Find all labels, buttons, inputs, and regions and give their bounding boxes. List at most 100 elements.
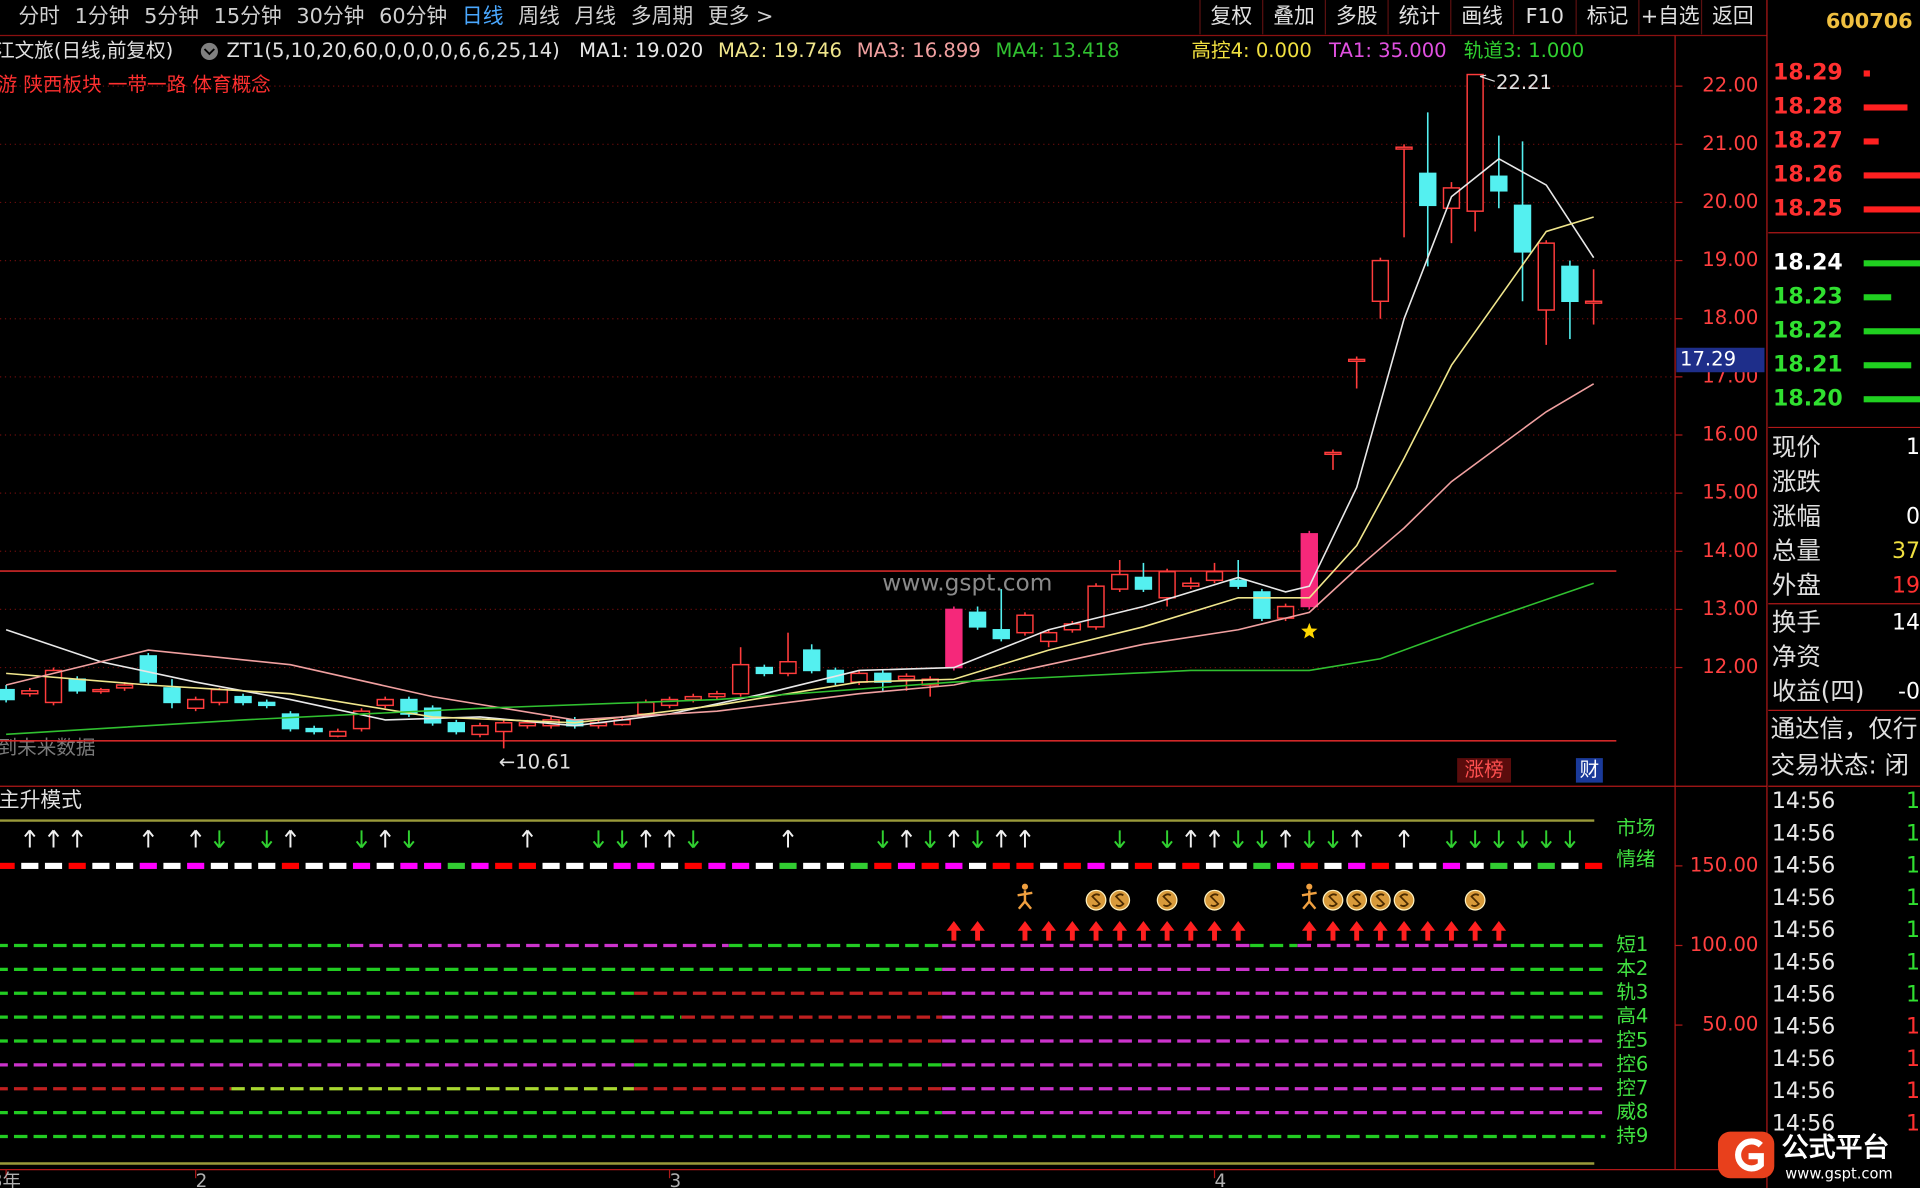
level-label: 持9 bbox=[1616, 1124, 1648, 1147]
sentiment-dash bbox=[755, 862, 773, 869]
candle-body bbox=[329, 730, 347, 737]
ma-line bbox=[6, 582, 1594, 736]
period-tab[interactable]: 日线 bbox=[462, 4, 504, 28]
candle-body bbox=[1016, 614, 1034, 634]
tick-time: 14:56 bbox=[1772, 789, 1835, 814]
period-tab[interactable]: 30分钟 bbox=[296, 4, 364, 28]
candle-body bbox=[1371, 259, 1390, 303]
dropdown-icon[interactable] bbox=[200, 42, 218, 61]
action-tab[interactable]: 统计 bbox=[1399, 4, 1441, 28]
x-tick-label: 23年 bbox=[0, 1171, 21, 1188]
sentiment-dash bbox=[684, 862, 702, 869]
action-tab[interactable]: 复权 bbox=[1211, 4, 1253, 28]
candle-body bbox=[660, 698, 679, 707]
level-label: 控6 bbox=[1616, 1052, 1648, 1075]
finance-button[interactable]: 财 bbox=[1580, 758, 1600, 781]
sentiment-dash bbox=[779, 862, 797, 869]
candle-body bbox=[1324, 451, 1342, 456]
sentiment-dash bbox=[897, 862, 916, 869]
action-tab[interactable]: 叠加 bbox=[1273, 4, 1315, 28]
up-arrow bbox=[47, 829, 60, 848]
tick-time: 14:56 bbox=[1772, 854, 1835, 879]
tick-time: 14:56 bbox=[1772, 1079, 1835, 1104]
sentiment-dash bbox=[1016, 862, 1034, 869]
candle-body bbox=[210, 688, 229, 704]
sentiment-dash bbox=[352, 862, 371, 869]
up-arrow bbox=[1279, 829, 1292, 848]
sentiment-dash bbox=[1300, 862, 1318, 869]
period-tab[interactable]: 60分钟 bbox=[379, 4, 447, 28]
candle-body bbox=[495, 722, 513, 733]
candle-body bbox=[1182, 582, 1200, 587]
tick-volume: 1 bbox=[1906, 950, 1920, 975]
level-label: 威8 bbox=[1616, 1100, 1648, 1123]
logo-icon bbox=[1717, 1131, 1775, 1179]
candle-body bbox=[755, 666, 774, 675]
rank-button-bg[interactable] bbox=[1457, 758, 1512, 783]
red-up-arrow bbox=[1230, 921, 1246, 941]
up-arrow bbox=[190, 829, 202, 848]
down-arrow bbox=[1445, 830, 1458, 849]
period-tab[interactable]: 1分钟 bbox=[75, 4, 130, 28]
red-up-arrow bbox=[1041, 921, 1056, 941]
sentiment-dash bbox=[1205, 862, 1224, 869]
candle-body bbox=[305, 727, 323, 733]
period-tab[interactable]: 15分钟 bbox=[214, 4, 282, 28]
up-arrow bbox=[640, 829, 652, 848]
sentiment-dash bbox=[1087, 862, 1105, 869]
red-up-arrow bbox=[1207, 921, 1222, 941]
red-up-arrow bbox=[1396, 921, 1412, 941]
money-sign bbox=[1114, 893, 1125, 907]
red-up-arrow bbox=[1136, 921, 1151, 941]
finance-button-bg[interactable] bbox=[1575, 758, 1603, 783]
sentiment-dash bbox=[708, 862, 726, 869]
stat-label: 现价 bbox=[1772, 432, 1821, 461]
down-arrow bbox=[592, 830, 605, 849]
candle-body bbox=[1229, 579, 1247, 587]
stat-value: -0 bbox=[1898, 679, 1920, 704]
y-tick-label: 19.00 bbox=[1702, 248, 1758, 271]
period-tab[interactable]: 分时 bbox=[18, 4, 60, 28]
action-tab[interactable]: 画线 bbox=[1461, 4, 1503, 28]
tick-time: 14:56 bbox=[1772, 1015, 1835, 1040]
sentiment-dash bbox=[400, 862, 418, 869]
sentiment-dash bbox=[542, 862, 560, 869]
period-tab[interactable]: 5分钟 bbox=[144, 4, 199, 28]
up-arrow bbox=[995, 829, 1007, 848]
order-price: 18.28 bbox=[1773, 94, 1843, 119]
action-tab[interactable]: F10 bbox=[1526, 4, 1564, 28]
sentiment-dash bbox=[424, 862, 442, 869]
x-tick-label: 2 bbox=[196, 1171, 208, 1188]
action-tab[interactable]: +自选 bbox=[1641, 4, 1700, 28]
candle-body bbox=[234, 695, 252, 704]
period-tab[interactable]: 月线 bbox=[574, 4, 616, 28]
up-arrow bbox=[521, 829, 534, 848]
stat-value: 14 bbox=[1892, 610, 1920, 635]
up-arrow bbox=[24, 829, 36, 848]
candle-body bbox=[400, 698, 418, 715]
rank-button[interactable]: 涨榜 bbox=[1464, 758, 1503, 781]
candle-body bbox=[1419, 172, 1437, 207]
sentiment-dash bbox=[1040, 862, 1058, 869]
period-tab[interactable]: 周线 bbox=[518, 4, 560, 28]
up-arrow bbox=[1185, 829, 1197, 848]
y-tick-label: 16.00 bbox=[1702, 422, 1758, 445]
sentiment-dash bbox=[1442, 862, 1461, 869]
sentiment-dash bbox=[945, 862, 963, 869]
sentiment-dash bbox=[1111, 862, 1129, 869]
candle-body bbox=[1466, 73, 1484, 212]
candle-body bbox=[992, 629, 1010, 640]
down-arrow bbox=[1303, 830, 1315, 849]
candle-body bbox=[0, 688, 15, 701]
main-plot: 22.21 ←10.61 bbox=[0, 71, 1676, 774]
action-tab[interactable]: 返回 bbox=[1712, 4, 1754, 28]
action-tab[interactable]: 多股 bbox=[1336, 4, 1378, 28]
sentiment-dash bbox=[613, 862, 631, 869]
period-tab[interactable]: 多周期 bbox=[631, 4, 693, 28]
money-sign bbox=[1399, 893, 1409, 907]
sentiment-dash bbox=[44, 862, 63, 869]
down-arrow bbox=[971, 830, 984, 849]
action-tab[interactable]: 标记 bbox=[1587, 4, 1629, 28]
period-tab[interactable]: 更多 > bbox=[708, 4, 774, 28]
